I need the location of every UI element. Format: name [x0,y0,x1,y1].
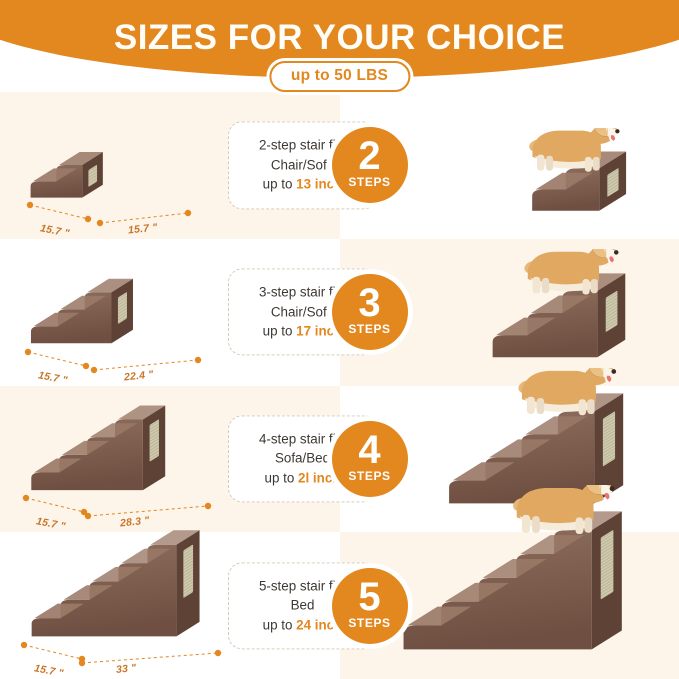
width-dimension-line [90,355,202,380]
info-card-line-3: up to 13 inch [237,175,369,194]
info-card-prefix: up to [262,176,297,192]
step-count-label: STEPS [348,322,391,337]
info-card-line-1: 4-step stair fits [258,431,347,447]
stair-illustration [22,510,236,651]
info-card-line-3: up to 2l inch [237,468,369,487]
stair-illustration [22,134,136,211]
info-card-line-3: up to 17 inch [237,321,369,340]
width-dimension-line [78,648,222,673]
width-dimension-label: 22.4 " [123,367,155,384]
size-row: 19.7 " 28.3 " 15.7 " [0,339,679,533]
stair-illustration [22,386,201,504]
center-overlay: 2-step stair fits Chair/Sofa up to 13 in… [227,92,679,239]
stair-diagram: 22.6 " 33 " 15.7 " [0,530,340,679]
info-card-max-height: 17 inch [296,323,343,339]
info-card-max-height: 13 inch [296,176,343,192]
info-card-line-2: Chair/Sofa [270,303,335,319]
info-card-max-height: 24 inch [296,616,343,632]
step-count-label: STEPS [348,175,391,190]
stair-diagram: 11.8 " 15.7 " 15.7 " [0,92,340,239]
info-card-line-1: 2-step stair fits [258,137,347,153]
step-count-badge: 3 STEPS [331,274,408,351]
center-overlay: 4-step stair fits Sofa/Bed up to 2l inch… [227,386,679,533]
info-card-line-2: Bed [290,597,315,613]
size-row: 15.7 " 22.4 " 15.7 " [0,221,679,386]
step-count-number: 3 [358,281,381,326]
info-card-prefix: up to [262,323,297,339]
photo-cell [339,92,679,239]
info-card-line-1: 3-step stair fits [258,284,347,300]
stair-with-dog-photo [521,101,669,227]
center-overlay: 3-step stair fits Chair/Sofa up to 17 in… [227,239,679,386]
size-row: 22.6 " 33 " 15.7 " [0,456,679,679]
width-dimension-label: 33 " [115,661,137,677]
size-rows: 11.8 " 15.7 " 15.7 " [0,92,679,679]
stair-illustration [22,260,167,357]
info-card-max-height: 2l inch [298,470,341,486]
info-card-line-3: up to 24 inch [237,615,369,634]
stair-with-dog-photo [481,221,669,374]
width-dimension-line [96,208,192,233]
step-count-number: 5 [358,574,381,619]
step-count-label: STEPS [348,468,391,483]
step-count-number: 4 [358,427,381,472]
info-card-prefix: up to [264,470,299,486]
info-card-line-1: 5-step stair fits [258,577,347,593]
stair-with-dog-photo [391,456,669,667]
step-count-label: STEPS [348,615,391,630]
stair-diagram: 15.7 " 22.4 " 15.7 " [0,239,340,386]
width-dimension-line [84,501,212,526]
depth-dimension-line [22,493,88,522]
depth-dimension-line [20,640,86,669]
width-dimension-label: 15.7 " [127,221,159,237]
step-count-number: 2 [358,134,381,179]
center-overlay: 5-step stair fits Bed up to 24 inch 5 ST… [227,532,679,679]
info-card-prefix: up to [262,616,297,632]
step-count-badge: 5 STEPS [331,567,408,644]
weight-capacity-badge: up to 50 LBS [268,61,411,92]
size-row: 11.8 " 15.7 " 15.7 " [0,92,679,239]
step-count-badge: 4 STEPS [331,420,408,497]
page-title: SIZES FOR YOUR CHOICE [113,18,566,57]
step-count-badge: 2 STEPS [331,127,408,204]
depth-dimension-line [24,347,90,376]
info-card-line-2: Chair/Sofa [270,157,335,173]
info-card-line-2: Sofa/Bed [274,450,331,466]
depth-dimension-line [26,200,92,229]
